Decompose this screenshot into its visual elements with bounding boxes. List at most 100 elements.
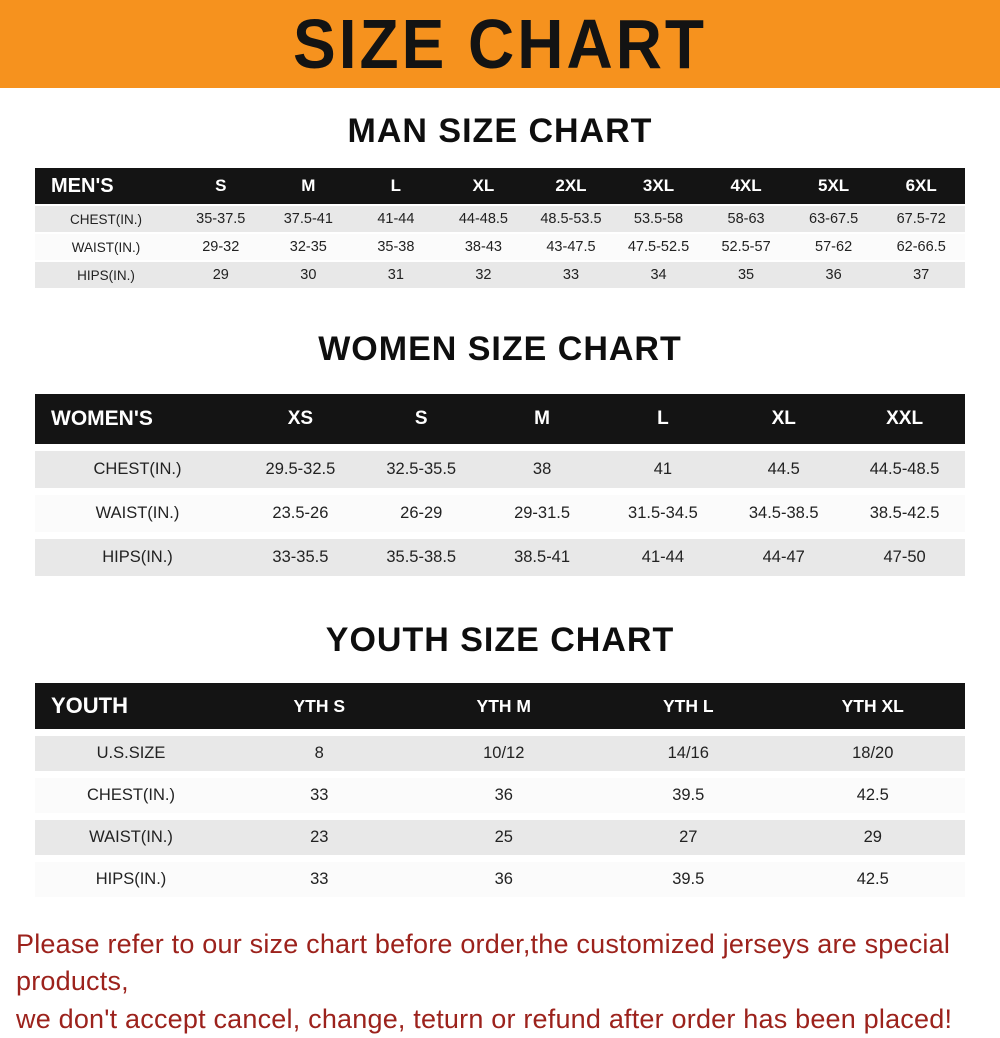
table-row: CHEST(IN.) 35-37.5 37.5-41 41-44 44-48.5 48.5… <box>35 206 965 232</box>
table-row: HIPS(IN.) 33-35.5 35.5-38.5 38.5-41 41-44 44-… <box>35 539 965 576</box>
table-row: CHEST(IN.) 33 36 39.5 42.5 <box>35 778 965 813</box>
table-cell: 32 <box>439 262 528 288</box>
size-column-header: YTH S <box>227 683 412 729</box>
table-row: HIPS(IN.) 33 36 39.5 42.5 <box>35 862 965 897</box>
table-cell: 32.5-35.5 <box>360 451 482 488</box>
table-cell: 25 <box>411 820 596 855</box>
table-title-cell: YOUTH <box>35 683 227 729</box>
row-label: CHEST(IN.) <box>35 206 177 232</box>
table-cell: 29 <box>177 262 265 288</box>
table-cell: 23 <box>227 820 412 855</box>
youth-size-section: YOUTH SIZE CHART YOUTH YTH S YTH M YTH L YTH… <box>0 621 1000 904</box>
header-row: MEN'S S M L XL 2XL 3XL 4XL 5XL 6XL <box>35 168 965 204</box>
table-cell: 39.5 <box>596 862 781 897</box>
table-cell: 29-31.5 <box>481 495 603 532</box>
table-cell: 63-67.5 <box>789 206 878 232</box>
row-label: CHEST(IN.) <box>35 451 240 488</box>
size-column-header: YTH M <box>411 683 596 729</box>
row-label: U.S.SIZE <box>35 736 227 771</box>
row-label: HIPS(IN.) <box>35 862 227 897</box>
size-column-header: YTH L <box>596 683 781 729</box>
table-cell: 38 <box>481 451 603 488</box>
table-cell: 37 <box>877 262 965 288</box>
table-cell: 33-35.5 <box>240 539 361 576</box>
table-cell: 53.5-58 <box>614 206 703 232</box>
table-cell: 26-29 <box>360 495 482 532</box>
table-cell: 37.5-41 <box>264 206 353 232</box>
table-row: WAIST(IN.) 23.5-26 26-29 29-31.5 31.5-34.5 34… <box>35 495 965 532</box>
size-column-header: YTH XL <box>780 683 965 729</box>
table-cell: 35.5-38.5 <box>360 539 482 576</box>
size-column-header: XS <box>240 394 361 444</box>
size-column-header: S <box>360 394 482 444</box>
table-cell: 32-35 <box>264 234 353 260</box>
table-cell: 44-47 <box>723 539 845 576</box>
table-cell: 42.5 <box>780 778 965 813</box>
table-cell: 36 <box>789 262 878 288</box>
table-row: WAIST(IN.) 23 25 27 29 <box>35 820 965 855</box>
row-label: WAIST(IN.) <box>35 234 177 260</box>
header-row: WOMEN'S XS S M L XL XXL <box>35 394 965 444</box>
table-cell: 33 <box>227 862 412 897</box>
disclaimer-line-2: we don't accept cancel, change, teturn o… <box>16 1003 953 1034</box>
size-column-header: S <box>177 168 265 204</box>
womens-size-table: WOMEN'S XS S M L XL XXL CHEST(IN.) 29.5-32.5 32.5… <box>35 387 965 583</box>
table-cell: 29.5-32.5 <box>240 451 361 488</box>
disclaimer-line-1: Please refer to our size chart before or… <box>16 929 951 997</box>
table-row: WAIST(IN.) 29-32 32-35 35-38 38-43 43-47.5 47.… <box>35 234 965 260</box>
table-row: HIPS(IN.) 29 30 31 32 33 34 35 36 37 <box>35 262 965 288</box>
row-label: CHEST(IN.) <box>35 778 227 813</box>
table-cell: 47.5-52.5 <box>614 234 703 260</box>
table-cell: 8 <box>227 736 412 771</box>
table-cell: 57-62 <box>789 234 878 260</box>
table-cell: 34.5-38.5 <box>723 495 845 532</box>
table-cell: 30 <box>264 262 353 288</box>
table-cell: 10/12 <box>411 736 596 771</box>
mens-size-table: MEN'S S M L XL 2XL 3XL 4XL 5XL 6XL CHEST(IN.) 35-37… <box>35 166 965 290</box>
size-column-header: XXL <box>844 394 965 444</box>
size-column-header: 4XL <box>702 168 790 204</box>
table-cell: 38.5-42.5 <box>844 495 965 532</box>
row-label: HIPS(IN.) <box>35 262 177 288</box>
header-row: YOUTH YTH S YTH M YTH L YTH XL <box>35 683 965 729</box>
table-cell: 35-38 <box>352 234 440 260</box>
banner: SIZE CHART <box>0 0 1000 88</box>
table-cell: 44.5-48.5 <box>844 451 965 488</box>
table-cell: 27 <box>596 820 781 855</box>
table-cell: 18/20 <box>780 736 965 771</box>
youth-size-table: YOUTH YTH S YTH M YTH L YTH XL U.S.SIZE 8 10/12… <box>35 676 965 904</box>
table-cell: 43-47.5 <box>527 234 615 260</box>
size-column-header: 6XL <box>877 168 965 204</box>
table-cell: 52.5-57 <box>702 234 790 260</box>
size-column-header: L <box>352 168 440 204</box>
table-cell: 31.5-34.5 <box>602 495 724 532</box>
youth-section-heading: YOUTH SIZE CHART <box>325 621 675 659</box>
size-column-header: L <box>602 394 724 444</box>
table-cell: 41-44 <box>352 206 440 232</box>
table-cell: 33 <box>227 778 412 813</box>
table-cell: 67.5-72 <box>877 206 965 232</box>
size-column-header: 3XL <box>614 168 703 204</box>
table-cell: 44-48.5 <box>439 206 528 232</box>
table-cell: 47-50 <box>844 539 965 576</box>
table-cell: 41-44 <box>602 539 724 576</box>
table-cell: 31 <box>352 262 440 288</box>
table-cell: 14/16 <box>596 736 781 771</box>
table-cell: 23.5-26 <box>240 495 361 532</box>
size-column-header: 2XL <box>527 168 615 204</box>
table-cell: 29-32 <box>177 234 265 260</box>
table-cell: 34 <box>614 262 703 288</box>
table-cell: 35 <box>702 262 790 288</box>
table-cell: 29 <box>780 820 965 855</box>
women-size-section: WOMEN SIZE CHART WOMEN'S XS S M L XL XXL CHEST(… <box>0 330 1000 583</box>
man-section-heading: MAN SIZE CHART <box>347 112 653 150</box>
size-column-header: XL <box>439 168 528 204</box>
table-cell: 35-37.5 <box>177 206 265 232</box>
row-label: WAIST(IN.) <box>35 495 240 532</box>
table-row: CHEST(IN.) 29.5-32.5 32.5-35.5 38 41 44.5 44.5… <box>35 451 965 488</box>
table-cell: 41 <box>602 451 724 488</box>
table-cell: 48.5-53.5 <box>527 206 615 232</box>
row-label: HIPS(IN.) <box>35 539 240 576</box>
table-cell: 36 <box>411 778 596 813</box>
